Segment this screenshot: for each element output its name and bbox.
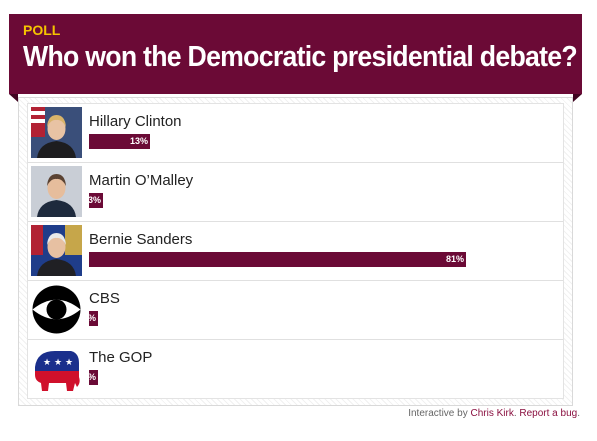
credit-separator: . [513,408,520,419]
poll-board: Hillary Clinton 13% Martin O’Malley 3% Berni… [18,97,573,406]
option-name: Martin O’Malley [89,172,194,189]
result-bar: 3% [89,193,103,208]
result-percent: 13% [129,136,148,146]
result-bar: 1% [89,311,98,326]
poll-option-row[interactable]: Bernie Sanders 81% [28,222,563,281]
credit-prefix: Interactive by [408,408,471,419]
poll-option-row[interactable]: CBS 1% [28,281,563,340]
hillary-clinton-photo [31,107,82,158]
svg-text:★: ★ [43,358,51,368]
credit-line: Interactive by Chris Kirk. Report a bug. [408,408,580,419]
result-bar: 2% [89,370,98,385]
result-percent: 2% [89,371,96,384]
poll-results-list: Hillary Clinton 13% Martin O’Malley 3% Berni… [27,103,564,399]
poll-option-row[interactable]: ★★★The GOP2% [28,340,563,399]
gop-elephant-logo: ★ ★ ★ [31,343,82,394]
option-name: CBS [89,290,120,307]
poll-option-row[interactable]: Hillary Clinton 13% [28,104,563,163]
result-percent: 3% [89,195,101,205]
report-bug-link[interactable]: Report a bug [519,408,578,419]
bernie-sanders-photo [31,225,82,276]
svg-text:★: ★ [65,358,73,368]
author-link[interactable]: Chris Kirk [470,408,514,419]
credit-suffix: . [577,408,580,419]
poll-option-row[interactable]: Martin O’Malley 3% [28,163,563,222]
option-name: Hillary Clinton [89,113,182,130]
option-name: The GOP [89,349,153,366]
cbs-eye-logo [31,284,82,335]
svg-text:★: ★ [54,358,62,368]
martin-omalley-photo [31,166,82,217]
ribbon-fold-left [9,94,18,102]
result-percent: 81% [445,254,464,264]
option-name: Bernie Sanders [89,231,193,248]
poll-header: POLL Who won the Democratic presidential… [9,14,582,94]
poll-tag: POLL [23,22,61,38]
ribbon-fold-right [573,94,582,102]
result-percent: 1% [89,312,96,325]
result-bar: 13% [89,134,150,149]
result-bar: 81% [89,252,466,267]
poll-title: Who won the Democratic presidential deba… [23,41,578,73]
